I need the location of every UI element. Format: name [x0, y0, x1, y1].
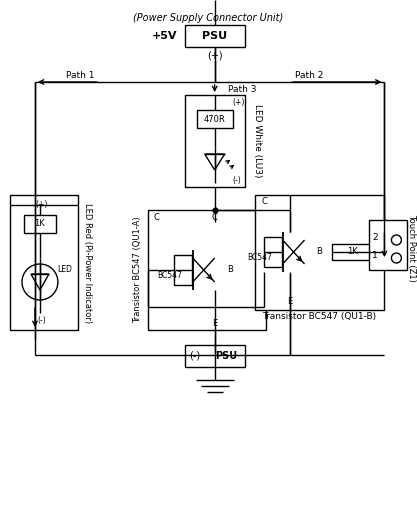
Text: E: E — [212, 318, 217, 327]
Text: 470R: 470R — [204, 114, 226, 123]
Text: LED: LED — [58, 266, 72, 275]
Text: C: C — [154, 212, 160, 221]
Text: (+): (+) — [233, 99, 245, 108]
Text: 1: 1 — [372, 250, 378, 259]
Text: Path 1: Path 1 — [65, 71, 94, 80]
Bar — [255, 195, 384, 310]
Text: C: C — [212, 212, 218, 221]
Text: Path 3: Path 3 — [228, 85, 256, 94]
Text: E: E — [287, 298, 292, 307]
Text: C: C — [261, 198, 268, 207]
Text: (+): (+) — [36, 200, 48, 210]
Bar — [10, 195, 78, 330]
Circle shape — [22, 264, 58, 300]
Text: B: B — [227, 266, 233, 275]
Text: B: B — [317, 248, 322, 257]
Bar — [332, 244, 374, 260]
Bar — [185, 25, 245, 47]
Text: 1K: 1K — [35, 220, 45, 229]
Text: PSU: PSU — [202, 31, 227, 41]
Text: BC547: BC547 — [157, 270, 182, 279]
Bar — [148, 210, 266, 330]
Circle shape — [392, 235, 402, 245]
Bar — [185, 95, 245, 187]
Bar — [369, 220, 407, 270]
Text: Touch Point (Z1): Touch Point (Z1) — [407, 214, 416, 282]
Text: BC547: BC547 — [247, 252, 272, 261]
Text: LED White (LU3): LED White (LU3) — [253, 104, 262, 178]
Text: Path 2: Path 2 — [295, 71, 324, 80]
Text: Transistor BC547 (QU1-B): Transistor BC547 (QU1-B) — [262, 313, 377, 321]
Circle shape — [392, 253, 402, 263]
Text: (Power Supply Connector Unit): (Power Supply Connector Unit) — [133, 13, 283, 23]
Text: 2: 2 — [372, 232, 378, 241]
Bar — [264, 237, 281, 267]
Text: (+): (+) — [207, 50, 223, 60]
Text: (-): (-) — [38, 317, 46, 326]
Bar — [185, 345, 245, 367]
Text: (-): (-) — [233, 175, 241, 184]
Polygon shape — [205, 154, 225, 170]
Text: LED Red (Pi-Power Indicator): LED Red (Pi-Power Indicator) — [83, 203, 93, 323]
Bar — [24, 215, 56, 233]
Bar — [197, 110, 233, 128]
Text: +5V: +5V — [152, 31, 178, 41]
Bar — [174, 255, 192, 285]
Text: (-): (-) — [189, 351, 200, 361]
Polygon shape — [31, 274, 49, 290]
Text: Transistor BC547 (QU1-A): Transistor BC547 (QU1-A) — [133, 217, 142, 323]
Text: 1K: 1K — [347, 248, 358, 257]
Text: PSU: PSU — [216, 351, 238, 361]
